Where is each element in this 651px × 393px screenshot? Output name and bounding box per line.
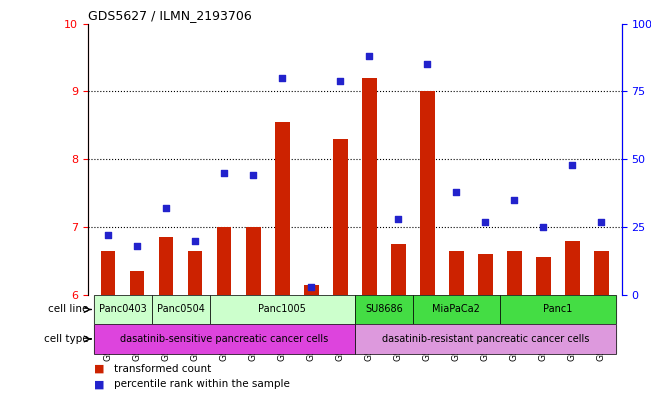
Bar <box>500 295 616 324</box>
Bar <box>471 295 500 324</box>
Bar <box>420 92 435 295</box>
Point <box>480 219 491 225</box>
Text: MiaPaCa2: MiaPaCa2 <box>432 305 480 314</box>
Bar <box>239 295 268 324</box>
Bar <box>333 139 348 295</box>
Bar <box>268 324 297 354</box>
Text: Panc1005: Panc1005 <box>258 305 306 314</box>
Bar <box>326 324 355 354</box>
Bar <box>239 324 268 354</box>
Bar <box>326 295 355 324</box>
Bar <box>413 324 442 354</box>
Bar <box>500 324 529 354</box>
Bar <box>210 295 355 324</box>
Bar <box>413 295 500 324</box>
Text: cell line: cell line <box>48 305 88 314</box>
Bar <box>413 295 442 324</box>
Bar <box>94 295 152 324</box>
Point <box>132 243 143 249</box>
Bar <box>355 295 384 324</box>
Bar <box>355 295 413 324</box>
Bar <box>507 251 521 295</box>
Bar <box>122 295 152 324</box>
Point <box>219 170 229 176</box>
Bar <box>362 78 376 295</box>
Bar <box>94 295 122 324</box>
Text: percentile rank within the sample: percentile rank within the sample <box>114 379 290 389</box>
Bar <box>587 324 616 354</box>
Bar <box>529 295 558 324</box>
Bar <box>558 295 587 324</box>
Bar <box>471 324 500 354</box>
Bar <box>130 271 145 295</box>
Point <box>596 219 607 225</box>
Text: ■: ■ <box>94 364 105 374</box>
Bar <box>246 227 260 295</box>
Bar <box>275 122 290 295</box>
Point <box>422 61 432 68</box>
Text: Panc1: Panc1 <box>543 305 573 314</box>
Point <box>335 77 346 84</box>
Point <box>451 189 462 195</box>
Bar <box>210 295 239 324</box>
Bar <box>529 324 558 354</box>
Text: Panc0403: Panc0403 <box>99 305 146 314</box>
Bar <box>94 324 355 354</box>
Text: dasatinib-resistant pancreatic cancer cells: dasatinib-resistant pancreatic cancer ce… <box>381 334 589 344</box>
Bar <box>159 237 173 295</box>
Point <box>161 205 171 211</box>
Bar <box>536 257 551 295</box>
Text: ■: ■ <box>94 379 105 389</box>
Text: GDS5627 / ILMN_2193706: GDS5627 / ILMN_2193706 <box>88 9 252 22</box>
Point <box>103 232 113 238</box>
Point <box>306 283 316 290</box>
Point <box>277 75 288 81</box>
Text: dasatinib-sensitive pancreatic cancer cells: dasatinib-sensitive pancreatic cancer ce… <box>120 334 328 344</box>
Bar <box>94 324 122 354</box>
Bar <box>304 285 318 295</box>
Point <box>567 162 577 168</box>
Point <box>393 216 404 222</box>
Point <box>248 172 258 178</box>
Bar <box>565 241 579 295</box>
Bar <box>152 324 181 354</box>
Bar <box>181 324 210 354</box>
Bar <box>101 251 115 295</box>
Point <box>538 224 549 230</box>
Bar <box>391 244 406 295</box>
Bar <box>122 324 152 354</box>
Bar <box>449 251 464 295</box>
Text: cell type: cell type <box>44 334 88 344</box>
Point <box>364 53 374 59</box>
Point <box>509 196 519 203</box>
Bar <box>152 295 210 324</box>
Bar <box>384 324 413 354</box>
Text: SU8686: SU8686 <box>365 305 403 314</box>
Bar <box>188 251 202 295</box>
Text: transformed count: transformed count <box>114 364 211 374</box>
Bar <box>217 227 232 295</box>
Bar <box>210 324 239 354</box>
Bar <box>587 295 616 324</box>
Bar <box>355 324 384 354</box>
Bar <box>297 324 326 354</box>
Bar <box>442 295 471 324</box>
Bar <box>181 295 210 324</box>
Bar <box>268 295 297 324</box>
Text: Panc0504: Panc0504 <box>157 305 204 314</box>
Bar <box>152 295 181 324</box>
Bar <box>355 324 616 354</box>
Bar <box>442 324 471 354</box>
Bar <box>297 295 326 324</box>
Bar <box>384 295 413 324</box>
Point <box>190 237 201 244</box>
Bar <box>478 254 493 295</box>
Bar <box>558 324 587 354</box>
Bar <box>500 295 529 324</box>
Bar <box>594 251 609 295</box>
